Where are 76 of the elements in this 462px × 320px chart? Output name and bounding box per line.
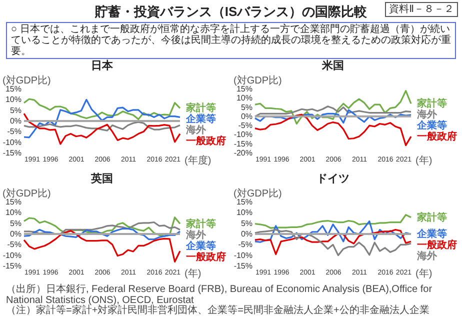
y-tick-label: 10% xyxy=(5,208,22,218)
chart-title: ドイツ xyxy=(316,173,350,185)
y-tick-label: 5% xyxy=(240,218,252,228)
series-label: 企業等 xyxy=(416,120,447,132)
y-tick-label: -5% xyxy=(7,240,22,250)
y-tick-label: 15% xyxy=(236,84,252,94)
line-series xyxy=(254,114,412,146)
line-series xyxy=(254,106,412,118)
line-series xyxy=(254,220,412,243)
y-tick-label: -15% xyxy=(234,262,252,270)
series-label: 家計等 xyxy=(185,218,216,230)
line-series xyxy=(23,112,181,145)
y-axis-title: (対GDP比) xyxy=(2,188,51,200)
line-series xyxy=(23,216,181,237)
y-tick-label: -15% xyxy=(2,262,22,270)
line-series xyxy=(254,109,412,124)
y-tick-label: 5% xyxy=(240,102,252,112)
y-tick-label: -15% xyxy=(234,139,252,148)
text: （注）家計等=家計+対家計民間非営利団体、企業等=民間非金融法人企業+公的非金融法人企業 xyxy=(6,305,430,316)
series-label: 一般政府 xyxy=(417,130,457,143)
y-axis-title: (対GDP比) xyxy=(234,188,282,200)
y-tick-label: -10% xyxy=(234,250,252,260)
x-axis-title: (年) xyxy=(416,268,432,280)
series-label: 家計等 xyxy=(185,102,216,114)
y-tick-label: 10% xyxy=(236,208,252,218)
y-tick-label: 0% xyxy=(10,230,22,238)
line-series xyxy=(23,230,181,263)
series-label: 海外 xyxy=(416,250,438,262)
line-series xyxy=(23,98,181,120)
text: ○ 日本では、これまで一般政府が恒常的な赤字を計上する一方で企業部門の貯蓄超過（青）が続いていることが特徴的であったが、今後は民間主導の持続的成長の環境を整えるための政策対応が重要。 xyxy=(6,22,456,59)
series-label: 海外 xyxy=(416,108,438,121)
line-series xyxy=(23,98,181,138)
line-series xyxy=(254,90,412,125)
y-tick-label: -20% xyxy=(234,148,252,158)
y-tick-label: 15% xyxy=(236,198,252,206)
y-tick-label: 15% xyxy=(5,198,22,206)
y-tick-label: -5% xyxy=(7,127,22,136)
line-series xyxy=(23,228,181,240)
y-tick-label: 0% xyxy=(240,112,252,121)
line-series xyxy=(23,121,181,132)
chart-title: 英国 xyxy=(90,172,113,185)
series-label: 家計等 xyxy=(416,211,447,224)
series-label: 海外 xyxy=(185,124,207,136)
y-tick-label: -5% xyxy=(238,240,252,250)
series-label: 一般政府 xyxy=(186,135,226,148)
chart-title: 米国 xyxy=(321,59,344,72)
y-tick-label: 5% xyxy=(10,106,22,115)
series-label: 一般政府 xyxy=(186,250,226,263)
y-tick-label: 15% xyxy=(5,84,22,94)
series-label: 家計等 xyxy=(416,98,447,110)
x-axis-title: (年度) xyxy=(184,154,212,166)
y-tick-label: -15% xyxy=(2,148,22,158)
series-label: 一般政府 xyxy=(417,239,457,251)
y-tick-label: 10% xyxy=(236,94,252,103)
chart-title: 日本 xyxy=(91,59,114,72)
text: （出所）日本銀行, Federal Reserve Board (FRB), Bureau of Economic Analysis (BEA),Office for National Statistics (ONS), OECD, Eurostat xyxy=(6,284,434,306)
y-tick-label: -5% xyxy=(238,121,252,130)
y-tick-label: 5% xyxy=(10,218,22,228)
y-tick-label: -10% xyxy=(2,250,22,260)
line-series xyxy=(254,214,412,229)
y-tick-label: -10% xyxy=(234,130,252,140)
y-tick-label: 0% xyxy=(10,116,22,126)
series-label: 企業等 xyxy=(416,228,447,240)
x-axis-title: (年) xyxy=(416,154,432,166)
series-label: 企業等 xyxy=(185,240,216,252)
y-axis-title: (対GDP比) xyxy=(234,74,282,86)
text: 貯蓄・投資バランス（ISバランス）の国際比較 xyxy=(94,4,368,19)
x-axis-title: (年) xyxy=(184,268,202,280)
y-axis-title: (対GDP比) xyxy=(2,74,51,86)
y-tick-label: -10% xyxy=(2,138,22,147)
line-series xyxy=(23,221,181,235)
y-tick-label: 10% xyxy=(5,95,22,104)
y-tick-label: 0% xyxy=(240,230,252,238)
series-label: 海外 xyxy=(185,228,207,241)
series-label: 企業等 xyxy=(185,113,216,126)
text: 資料Ⅱ－８－２ xyxy=(385,2,458,17)
